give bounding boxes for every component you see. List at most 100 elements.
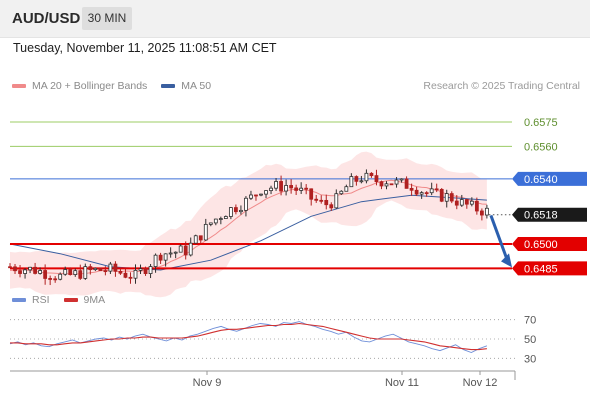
- x-tick-label: Nov 11: [385, 377, 419, 389]
- level-label: 0.6575: [524, 117, 558, 129]
- credit-text: Research © 2025 Trading Central: [423, 80, 580, 92]
- candle-body: [163, 253, 168, 261]
- candle-body: [98, 267, 103, 272]
- candle-body: [73, 270, 78, 275]
- level-label: 0.6560: [524, 141, 558, 153]
- candle-body: [464, 199, 469, 205]
- candle-body: [334, 193, 339, 209]
- x-tick-label: Nov 9: [193, 377, 222, 389]
- candle-body: [459, 199, 464, 206]
- candle-body: [213, 218, 218, 224]
- candle-body: [359, 180, 364, 183]
- candle-body: [133, 270, 138, 279]
- candle-body: [188, 242, 193, 256]
- candle-body: [454, 200, 459, 206]
- candle-body: [254, 194, 258, 197]
- candle-body: [168, 252, 173, 255]
- candle-body: [63, 269, 68, 275]
- candle-body: [78, 270, 83, 279]
- candle-body: [399, 178, 404, 181]
- candle-body: [83, 266, 88, 279]
- candle-body: [203, 223, 208, 241]
- candle-body: [53, 278, 58, 281]
- candle-body: [409, 187, 414, 191]
- candle-body: [33, 266, 37, 274]
- candle-body: [429, 188, 434, 194]
- bollinger-legend-label: MA 20 + Bollinger Bands: [32, 80, 148, 92]
- candle-body: [43, 270, 48, 279]
- candle-body: [48, 278, 53, 280]
- rsi-swatch: [12, 298, 26, 302]
- candle-body: [419, 192, 424, 195]
- rsi-tick-label: 50: [524, 334, 536, 346]
- forecast-arrow: [489, 214, 509, 260]
- candle-body: [234, 207, 238, 213]
- level-label: 0.6540: [524, 174, 558, 186]
- candle-body: [264, 190, 268, 195]
- candle-body: [108, 263, 113, 272]
- candle-body: [389, 183, 394, 186]
- candle-body: [339, 190, 344, 195]
- candle-body: [23, 269, 27, 274]
- ma50-swatch: [161, 84, 176, 88]
- candle-body: [88, 266, 93, 271]
- candle-body: [279, 181, 283, 192]
- rsi-ma-swatch: [63, 298, 78, 302]
- candle-body: [424, 192, 429, 195]
- rsi-tick-label: 30: [524, 353, 536, 365]
- candle-body: [369, 172, 374, 177]
- candle-body: [299, 187, 304, 191]
- candle-body: [223, 216, 228, 219]
- candle-body: [434, 188, 439, 191]
- candle-body: [349, 176, 354, 188]
- candle-body: [173, 251, 178, 254]
- candle-body: [58, 273, 63, 280]
- candle-body: [439, 188, 444, 202]
- candle-body: [193, 235, 198, 244]
- top-bar: AUD/USD 30 MIN: [0, 0, 590, 38]
- candle-body: [128, 276, 133, 279]
- rsi-ma-line: [10, 322, 487, 351]
- candle-body: [379, 181, 384, 187]
- price-legend: MA 20 + Bollinger Bands MA 50: [12, 80, 211, 92]
- rsi-legend: RSI 9MA: [12, 294, 105, 306]
- level-label: 0.6485: [524, 263, 558, 275]
- candle-body: [103, 270, 108, 273]
- timestamp: Tuesday, November 11, 2025 11:08:51 AM C…: [13, 41, 277, 55]
- candle-body: [93, 267, 98, 271]
- candle-body: [148, 266, 153, 274]
- candle-body: [274, 181, 278, 189]
- candle-body: [344, 186, 349, 192]
- candle-body: [28, 266, 32, 271]
- candle-body: [284, 185, 288, 192]
- candle-body: [259, 193, 263, 196]
- timeframe-button[interactable]: 30 MIN: [82, 7, 132, 30]
- candle-body: [178, 245, 183, 253]
- candle-body: [404, 178, 409, 189]
- candle-body: [485, 207, 489, 216]
- candle-body: [208, 222, 213, 225]
- level-tag: [512, 207, 587, 222]
- candle-body: [324, 199, 329, 206]
- candle-body: [68, 269, 73, 275]
- candle-body: [158, 254, 163, 261]
- candle-body: [384, 183, 389, 187]
- candle-body: [314, 198, 319, 201]
- forecast-arrow-head: [501, 253, 512, 268]
- candle-body: [18, 270, 22, 274]
- candle-body: [319, 199, 324, 202]
- candle-body: [289, 185, 294, 189]
- candle-body: [414, 189, 419, 195]
- candle-body: [118, 270, 123, 274]
- symbol-title: AUD/USD: [12, 10, 81, 27]
- rsi-tick-label: 70: [524, 315, 536, 327]
- candle-body: [294, 187, 299, 191]
- bollinger-band: [10, 151, 487, 298]
- candle-body: [218, 218, 223, 220]
- candle-body: [329, 204, 334, 209]
- candle-body: [239, 209, 243, 213]
- candle-body: [8, 266, 12, 269]
- x-tick-label: Nov 12: [463, 377, 498, 389]
- rsi-line: [9, 321, 488, 353]
